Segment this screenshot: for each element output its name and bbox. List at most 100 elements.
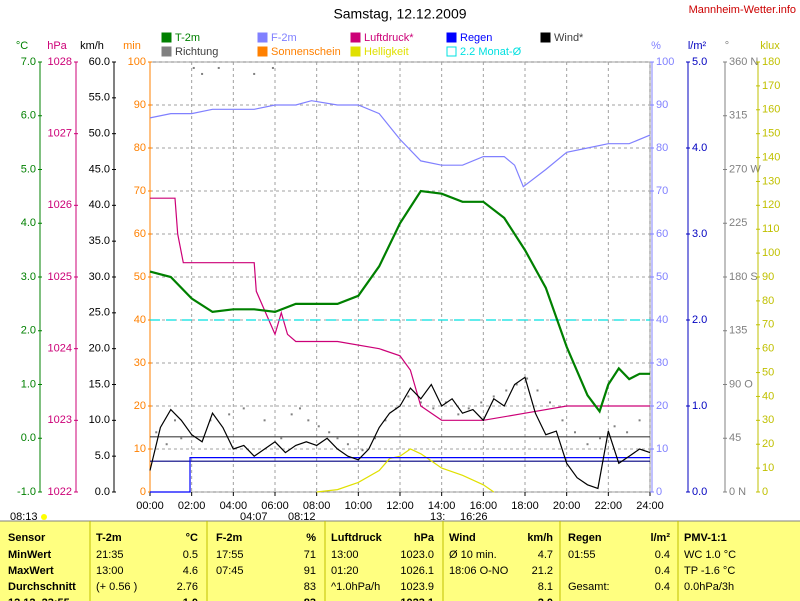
table-header: hPa [414, 532, 435, 544]
legend-swatch [540, 32, 551, 43]
x-tick-label: 16:00 [470, 500, 498, 512]
y-tick-label: 315 [729, 110, 747, 122]
legend-label: Richtung [175, 46, 218, 58]
y-tick-label: 30.0 [89, 271, 110, 283]
series-dot [174, 419, 176, 422]
x-tick-label: 22:00 [595, 500, 623, 512]
legend-label: F-2m [271, 32, 297, 44]
table-header: T-2m [96, 532, 122, 544]
y-tick-label: 70 [134, 185, 146, 197]
series-dot [432, 407, 435, 410]
table-cell: 0.5 [183, 549, 198, 561]
annotation: 08:12 [288, 511, 316, 523]
y-tick-label: 50 [762, 366, 774, 378]
y-tick-label: 30 [134, 357, 146, 369]
y-tick-label: 120 [762, 199, 780, 211]
y-tick-label: 50.0 [89, 128, 110, 140]
series-dot [599, 437, 601, 440]
y-tick-label: 40 [134, 314, 146, 326]
table-cell: Ø 10 min. [449, 549, 497, 561]
series-dot [361, 449, 364, 452]
legend-label: Wind* [554, 32, 584, 44]
table-cell: 01:20 [331, 565, 359, 577]
y-tick-label: 25.0 [89, 307, 110, 319]
table-cell: Gesamt: [568, 581, 610, 593]
source: Mannheim-Wetter.info [689, 4, 796, 16]
table-cell: 1023.0 [400, 549, 434, 561]
x-tick-label: 24:00 [636, 500, 664, 512]
series-dot [201, 72, 204, 75]
y-tick-label: 4.0 [692, 142, 707, 154]
y-tick-label: 90 [762, 271, 774, 283]
series-line [316, 448, 495, 493]
x-tick-label: 18:00 [511, 500, 539, 512]
y-tick-label: 1027 [48, 128, 72, 140]
y-tick-label: 5.0 [692, 56, 707, 68]
y-tick-label: 60 [656, 228, 668, 240]
x-tick-label: 20:00 [553, 500, 581, 512]
x-tick-label: 00:00 [136, 500, 164, 512]
series-dot [419, 401, 422, 404]
y-tick-label: 100 [762, 247, 780, 259]
x-tick-label: 02:00 [178, 500, 206, 512]
table-cell: 0.0hPa/3h [684, 581, 734, 593]
y-tick-label: 70 [762, 319, 774, 331]
series-dot [586, 443, 589, 446]
series-dot [165, 443, 168, 446]
table-cell: 13:00 [96, 565, 124, 577]
table-cell: (+ 0.56 ) [96, 581, 137, 593]
y-tick-label: 90 O [729, 378, 753, 390]
table-cell: 71 [304, 549, 316, 561]
y-tick-label: 0 [656, 486, 662, 498]
series-dot [228, 413, 231, 416]
series-dot [307, 419, 310, 422]
series-dot [180, 437, 183, 440]
y-tick-label: 80 [762, 295, 774, 307]
legend-label: Regen [460, 32, 492, 44]
y-tick-label: 270 W [729, 163, 761, 175]
y-tick-label: 15.0 [89, 378, 110, 390]
y-tick-label: 1.0 [21, 378, 36, 390]
axis-title: l/m² [688, 40, 707, 52]
table-header: Regen [568, 532, 602, 544]
y-tick-label: 50 [656, 271, 668, 283]
table-cell: 8.1 [538, 581, 553, 593]
legend-swatch [350, 46, 361, 57]
series-dot [549, 401, 551, 404]
series-dot [515, 383, 518, 386]
series-dot [280, 437, 283, 440]
table-cell: 21:35 [96, 549, 124, 561]
table-cell: 17:55 [216, 549, 244, 561]
table-cell: 1026.1 [400, 565, 434, 577]
y-tick-label: 10 [656, 443, 668, 455]
table-cell: TP -1.6 °C [684, 565, 735, 577]
table-header: Sensor [8, 532, 46, 544]
y-tick-label: 30 [762, 414, 774, 426]
row-label: MaxWert [8, 565, 54, 577]
series-dot [536, 389, 539, 392]
x-tick-label: 04:00 [220, 500, 248, 512]
table-cell: WC 1.0 °C [684, 549, 736, 561]
y-tick-label: 2.0 [692, 314, 707, 326]
table-header: l/m² [650, 532, 670, 544]
table-cell: 0.4 [655, 581, 670, 593]
y-tick-label: 1024 [48, 343, 72, 355]
y-tick-label: 1026 [48, 199, 72, 211]
legend-label: 2.2 Monat-Ø [460, 46, 522, 58]
y-tick-label: 7.0 [21, 56, 36, 68]
y-tick-label: 60.0 [89, 56, 110, 68]
row-label: 12.12. 23:55 [8, 597, 70, 601]
y-tick-label: 60 [762, 343, 774, 355]
y-tick-label: 20 [134, 400, 146, 412]
y-tick-label: 135 [729, 325, 747, 337]
y-tick-label: 50 [134, 271, 146, 283]
table-cell: 1023.1 [400, 597, 434, 601]
series-dot [457, 413, 460, 416]
y-tick-label: 150 [762, 128, 780, 140]
row-label: Durchschnitt [8, 581, 76, 593]
axis-title: % [651, 40, 661, 52]
y-tick-label: 360 N [729, 56, 758, 68]
y-tick-label: 160 [762, 104, 780, 116]
table-cell: 07:45 [216, 565, 244, 577]
axis-title: hPa [47, 40, 67, 52]
